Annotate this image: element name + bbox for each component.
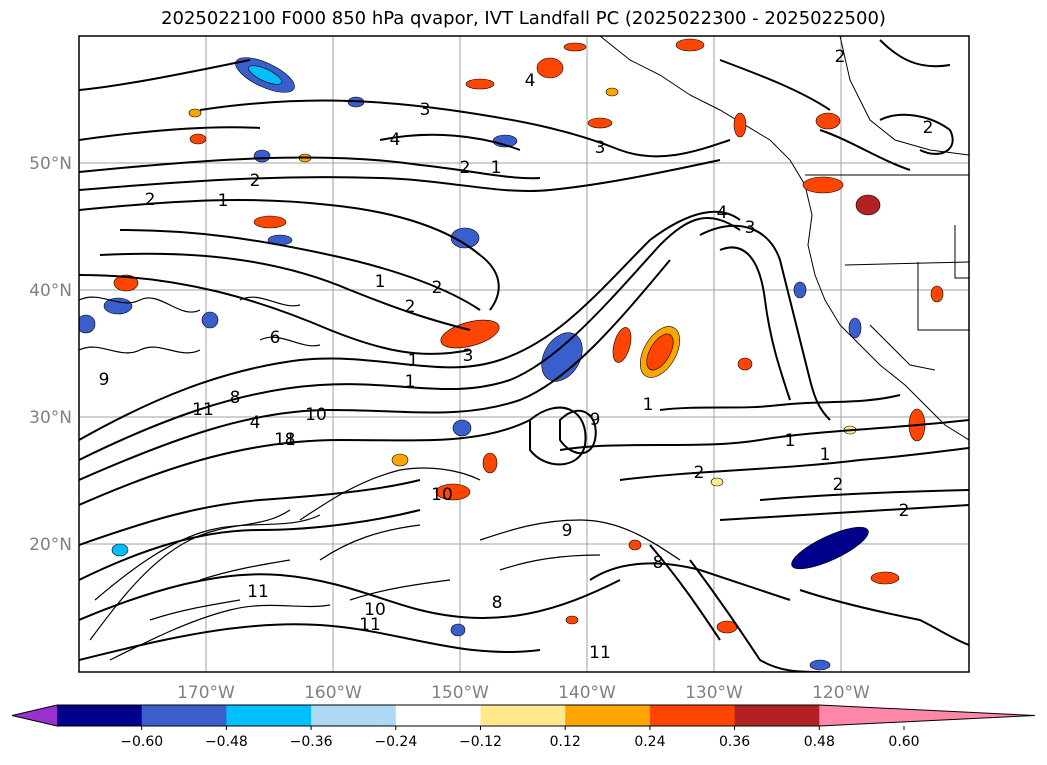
contour-label: 6: [270, 328, 281, 348]
contour-label: 1: [491, 158, 502, 178]
colorbar-tick-label: 0.36: [719, 734, 750, 750]
contour-label: 2: [250, 171, 261, 191]
contour-label: 1: [643, 395, 654, 415]
contour-label: 11: [247, 582, 269, 602]
contour-label: 9: [590, 410, 601, 430]
contour-label: 8: [653, 553, 664, 573]
colorbar-segment: [734, 705, 820, 726]
lon-label: 160°W: [304, 683, 362, 703]
contour-label: 2: [460, 158, 471, 178]
colorbar-tick-label: −0.24: [374, 734, 417, 750]
contour-label: 2: [145, 190, 156, 210]
contour-label: 9: [562, 521, 573, 541]
lat-labels: 50°N 40°N 30°N 20°N: [29, 154, 72, 555]
colorbar-segment: [57, 705, 143, 726]
colorbar: [11, 704, 1036, 727]
contour-label: 11: [359, 615, 381, 635]
colorbar-tick-label: 0.12: [550, 734, 581, 750]
colorbar-outline: [11, 704, 1036, 727]
colorbar-segment: [395, 705, 481, 726]
lat-label: 20°N: [29, 535, 72, 555]
contour-label: 2: [833, 475, 844, 495]
colorbar-tick-label: 0.48: [804, 734, 835, 750]
lat-label: 40°N: [29, 281, 72, 301]
lon-labels: 170°W 160°W 150°W 140°W 130°W 120°W: [177, 683, 870, 703]
contour-label: 11: [274, 430, 296, 450]
colorbar-segment: [141, 705, 227, 726]
contour-label: 8: [230, 388, 241, 408]
colorbar-ticks: −0.60 −0.48 −0.36 −0.24 −0.12 0.12 0.24 0.36 0.4…: [120, 726, 920, 750]
colorbar-tick-label: −0.60: [120, 734, 163, 750]
lon-label: 130°W: [685, 683, 743, 703]
colorbar-tick-label: −0.48: [205, 734, 248, 750]
contour-label: 8: [285, 430, 296, 450]
ivt-contours: [79, 39, 969, 672]
contour-label: 2: [694, 463, 705, 483]
lon-label: 140°W: [558, 683, 616, 703]
colorbar-segment: [12, 705, 57, 726]
contour-label: 3: [420, 100, 431, 120]
contour-label: 1: [218, 191, 229, 211]
contour-label: 2: [899, 501, 910, 521]
contour-label: 3: [745, 218, 756, 238]
contour-label: 2: [432, 278, 443, 298]
colorbar-tick-label: −0.36: [290, 734, 333, 750]
lat-label: 30°N: [29, 408, 72, 428]
lon-label: 170°W: [177, 683, 235, 703]
contour-label: 4: [717, 203, 728, 223]
contour-label: 3: [595, 138, 606, 158]
contour-label: 11: [589, 643, 611, 663]
contour-label: 1: [820, 445, 831, 465]
colorbar-tick-label: 0.60: [888, 734, 919, 750]
colorbar-segment: [565, 705, 651, 726]
contour-label: 2: [405, 297, 416, 317]
contour-label: 10: [364, 600, 386, 620]
contour-label: 1: [405, 372, 416, 392]
contour-label: 9: [99, 370, 110, 390]
contour-label: 2: [923, 118, 934, 138]
colorbar-tick-label: 0.24: [634, 734, 665, 750]
coastlines: [599, 36, 969, 441]
colorbar-tick-label: −0.12: [459, 734, 502, 750]
lon-label: 150°W: [431, 683, 489, 703]
contour-label: 2: [835, 47, 846, 67]
colorbar-segment: [311, 705, 397, 726]
contour-label: 8: [492, 593, 503, 613]
colorbar-segment: [649, 705, 736, 726]
map-title: 2025022100 F000 850 hPa qvapor, IVT Land…: [161, 8, 886, 29]
contour-label: 1: [375, 272, 386, 292]
contour-label: 10: [431, 485, 453, 505]
contour-label: 10: [305, 405, 327, 425]
colorbar-segment: [226, 705, 312, 726]
contour-label: 4: [390, 130, 401, 150]
contour-label: 1: [408, 351, 419, 371]
colorbar-segment: [480, 705, 566, 726]
lon-label: 120°W: [812, 683, 870, 703]
contour-label: 3: [463, 346, 474, 366]
lat-label: 50°N: [29, 154, 72, 174]
contour-label: 4: [250, 413, 261, 433]
ivt-contours-dense: [79, 296, 681, 661]
contour-label: 1: [785, 431, 796, 451]
colorbar-segment: [819, 705, 1035, 726]
contour-label: 11: [192, 400, 214, 420]
qvapor-fill-shapes: [79, 38, 944, 671]
contour-label: 4: [525, 71, 536, 91]
